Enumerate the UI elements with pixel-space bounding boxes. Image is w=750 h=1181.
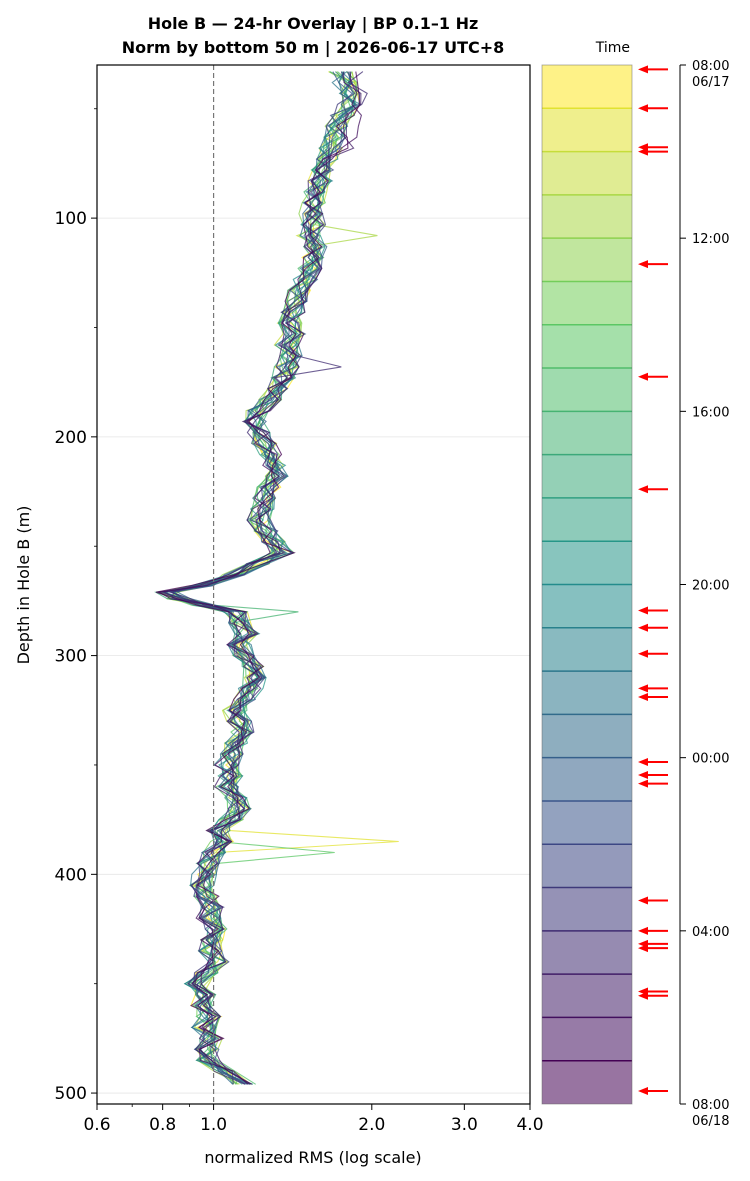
arrow-head (638, 896, 648, 905)
colorbar-band (542, 714, 632, 758)
colorbar-band (542, 151, 632, 195)
arrow-head (638, 104, 648, 113)
y-tick-label: 100 (55, 209, 87, 229)
colorbar-tick-label: 12:00 (692, 232, 729, 247)
arrow-head (638, 944, 648, 953)
colorbar: 08:00 06/17 12:00 16:00 20:00 00:00 04:00 08:00… (541, 40, 729, 1129)
x-tick-label: 0.8 (149, 1115, 176, 1135)
x-tick-label: 0.6 (83, 1115, 110, 1135)
profile-line-hour-23 (155, 71, 361, 1085)
arrow-head (638, 770, 648, 779)
profile-line-hour-21 (161, 71, 362, 1085)
arrow-head (638, 1087, 648, 1096)
arrow-head (638, 623, 648, 632)
colorbar-band (542, 974, 632, 1018)
profiles (154, 71, 399, 1085)
y-axis-label: Depth in Hole B (m) (14, 506, 33, 665)
colorbar-frame (541, 64, 633, 1105)
arrow-head (638, 926, 648, 935)
colorbar-arrows (638, 65, 668, 1096)
arrow-head (638, 606, 648, 615)
plot-background (97, 65, 530, 1104)
colorbar-band (542, 671, 632, 715)
plot-frame (96, 64, 531, 1105)
colorbar-band (542, 757, 632, 801)
y-tick-label: 200 (55, 428, 87, 448)
arrow-head (638, 779, 648, 788)
arrow-head (638, 693, 648, 702)
colorbar-band (542, 108, 632, 152)
x-tick-label: 3.0 (451, 1115, 478, 1135)
x-axis-ticks: 0.6 0.8 1.0 2.0 3.0 4.0 (83, 1104, 544, 1135)
colorbar-band (542, 844, 632, 888)
colorbar-tick-label: 00:00 (692, 752, 729, 767)
colorbar-band (542, 1017, 632, 1061)
profile-line-hour-16 (163, 71, 356, 1085)
colorbar-band (542, 541, 632, 585)
y-axis-ticks: 100 200 300 400 500 (55, 108, 97, 1104)
y-tick-label: 400 (55, 865, 87, 885)
colorbar-band (542, 800, 632, 845)
chart-title-line2: Norm by bottom 50 m | 2026-06-17 UTC+8 (122, 38, 505, 58)
chart-title-line1: Hole B — 24-hr Overlay | BP 0.1–1 Hz (148, 14, 479, 34)
profile-line-hour-22 (157, 71, 363, 1085)
colorbar-band (542, 324, 632, 369)
x-tick-label: 1.0 (200, 1115, 227, 1135)
arrow-head (638, 65, 648, 74)
colorbar-band (542, 1060, 632, 1104)
arrow-head (638, 485, 648, 494)
y-tick-label: 500 (55, 1084, 87, 1104)
colorbar-band (542, 930, 632, 975)
x-axis-label: normalized RMS (log scale) (204, 1148, 421, 1167)
colorbar-band (542, 497, 632, 542)
colorbar-band (542, 238, 632, 282)
arrow-head (638, 991, 648, 1000)
plot-area: 0.6 0.8 1.0 2.0 3.0 4.0 100 200 300 400 500 (55, 64, 544, 1135)
x-tick-label: 4.0 (516, 1115, 543, 1135)
colorbar-title: Time (595, 40, 630, 56)
arrow-head (638, 757, 648, 766)
arrow-head (638, 372, 648, 381)
colorbar-band (542, 627, 632, 672)
colorbar-band (542, 65, 632, 109)
colorbar-band (542, 194, 632, 239)
colorbar-bands (542, 65, 632, 1104)
colorbar-tick-label: 20:00 (692, 579, 729, 594)
grid-lines (97, 217, 530, 1094)
colorbar-band (542, 368, 632, 412)
arrow-head (638, 260, 648, 269)
arrow-head (638, 147, 648, 156)
arrow-head (638, 684, 648, 693)
colorbar-band (542, 887, 632, 931)
colorbar-ticks: 08:00 06/17 12:00 16:00 20:00 00:00 04:00 08:00… (680, 59, 729, 1129)
colorbar-band (542, 281, 632, 325)
colorbar-tick-label: 08:00 06/18 (692, 1098, 729, 1129)
colorbar-band (542, 584, 632, 628)
colorbar-tick-label: 04:00 (692, 925, 729, 940)
colorbar-band (542, 411, 632, 455)
arrow-head (638, 649, 648, 658)
colorbar-tick-label: 16:00 (692, 405, 729, 420)
x-tick-label: 2.0 (358, 1115, 385, 1135)
colorbar-tick-label: 08:00 06/17 (692, 59, 729, 90)
colorbar-band (542, 454, 632, 498)
y-tick-label: 300 (55, 647, 87, 667)
